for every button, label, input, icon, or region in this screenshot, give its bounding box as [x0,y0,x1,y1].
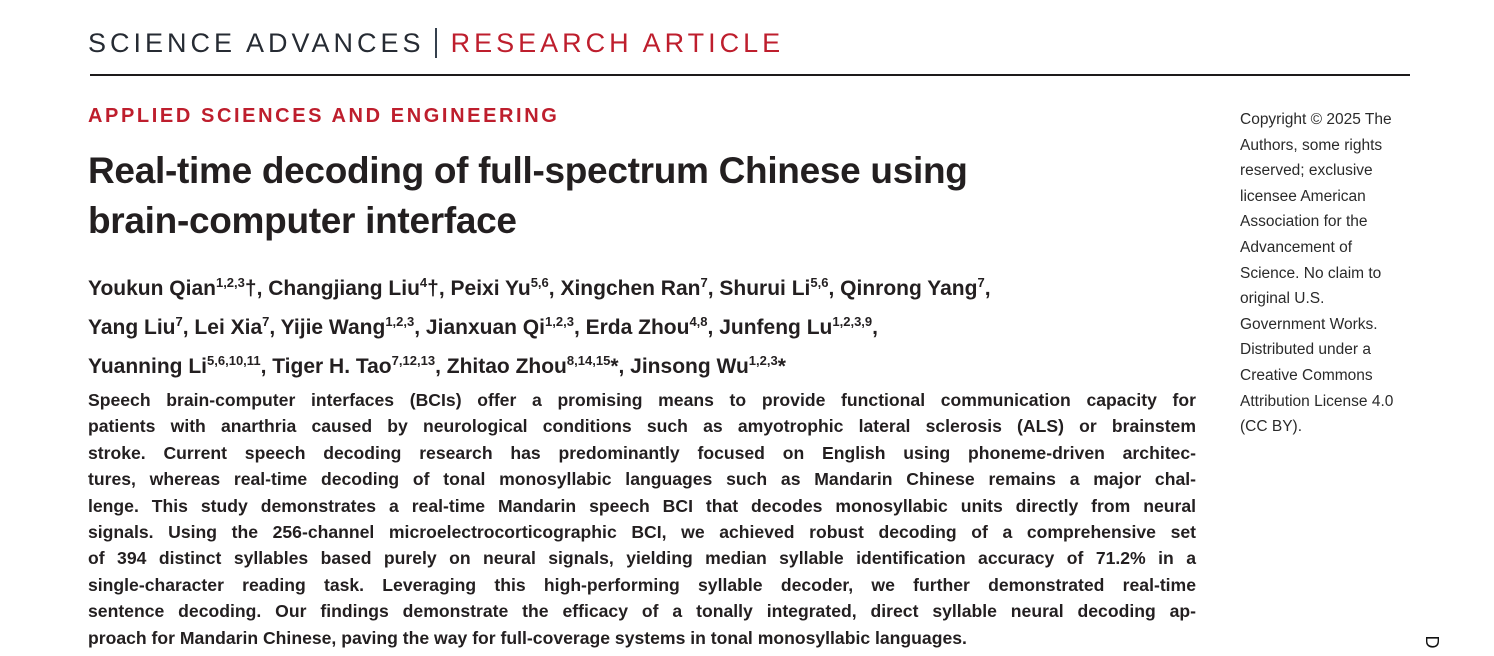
author-name-text: *, Jinsong Wu [610,355,749,378]
author-name-text: , Erda Zhou [573,316,690,339]
affiliation-superscript: 4,8 [689,314,708,329]
affiliation-superscript: 5,6 [530,275,549,290]
author-name-text: , Junfeng Lu [707,316,833,339]
affiliation-superscript: 8,14,15 [566,353,611,368]
affiliation-superscript: 1,2,3 [385,314,415,329]
affiliation-superscript: 5,6 [810,275,829,290]
affiliation-superscript: 1,2,3 [544,314,574,329]
author-name-text: , Xingchen Ran [548,277,701,300]
affiliation-superscript: 7 [977,275,985,290]
affiliation-superscript: 1,2,3 [215,275,245,290]
author-name-text: , [872,316,879,339]
author-line: Yuanning Li5,6,10,11, Tiger H. Tao7,12,1… [88,344,991,383]
copyright-line: original U.S. [1240,290,1325,308]
journal-masthead: SCIENCE ADVANCES RESEARCH ARTICLE [88,28,784,59]
masthead-divider [434,28,437,58]
author-name-text: , Zhitao Zhou [435,355,567,378]
section-label: APPLIED SCIENCES AND ENGINEERING [88,105,560,127]
author-name-text: , Shurui Li [707,277,811,300]
copyright-line: Attribution License 4.0 [1240,392,1394,410]
affiliation-superscript: 7 [700,275,708,290]
abstract-line: stroke. Current speech decoding research… [88,442,1196,463]
author-line: Yang Liu7, Lei Xia7, Yijie Wang1,2,3, Ji… [88,305,991,344]
author-name-text: Yang Liu [88,316,176,339]
author-name-text: Yuanning Li [88,355,207,378]
copyright-line: Science. No claim to [1240,264,1382,282]
header-rule [90,74,1410,76]
affiliation-superscript: 7,12,13 [391,353,436,368]
article-title-line-2: brain-computer interface [88,200,517,241]
affiliation-superscript: 7 [262,314,270,329]
copyright-line: Advancement of [1240,238,1353,256]
author-name-text: , Yijie Wang [269,316,386,339]
author-name-text: Youkun Qian [88,277,216,300]
author-name-text: †, Peixi Yu [427,277,531,300]
abstract: Speech brain-computer interfaces (BCIs) … [88,387,1196,651]
sideways-watermark-letter: D [1422,635,1442,649]
author-line: Youkun Qian1,2,3†, Changjiang Liu4†, Pei… [88,266,991,305]
article-title-line-1: Real-time decoding of full-spectrum Chin… [88,150,968,191]
copyright-line: (CC BY). [1240,418,1302,436]
author-name-text: †, Changjiang Liu [244,277,420,300]
copyright-line: Government Works. [1240,315,1378,333]
copyright-line: licensee American [1240,187,1366,205]
copyright-line: Creative Commons [1240,366,1373,384]
copyright-line: Copyright © 2025 The [1240,111,1392,128]
copyright-line: Distributed under a [1240,341,1371,359]
copyright-line: reserved; exclusive [1240,162,1373,180]
copyright-notice: Copyright © 2025 The Authors, some rights… [1240,107,1420,440]
abstract-line: lenge. This study demonstrates a real-ti… [88,495,1196,516]
affiliation-superscript: 4 [419,275,428,290]
journal-name: SCIENCE ADVANCES [88,28,425,58]
abstract-line: sentence decoding. Our findings demonstr… [88,601,1196,622]
author-name-text: * [777,355,786,378]
affiliation-superscript: 1,2,3 [748,353,778,368]
author-name-text: , [984,277,991,300]
abstract-line: single-character reading task. Leveragin… [88,574,1196,595]
abstract-line: of 394 distinct syllables based purely o… [88,548,1196,569]
abstract-line: signals. Using the 256-channel microelec… [88,522,1196,543]
author-list: Youkun Qian1,2,3†, Changjiang Liu4†, Pei… [88,266,991,383]
author-name-text: , Tiger H. Tao [260,355,392,378]
author-name-text: , Jianxuan Qi [414,316,545,339]
article-type-label: RESEARCH ARTICLE [450,28,785,58]
abstract-line: Speech brain-computer interfaces (BCIs) … [88,390,1196,410]
author-name-text: , Qinrong Yang [828,277,978,300]
abstract-line: patients with anarthria caused by neurol… [88,416,1196,437]
affiliation-superscript: 5,6,10,11 [207,353,261,368]
abstract-line: proach for Mandarin Chinese, paving the … [88,627,967,648]
abstract-line: tures, whereas real-time decoding of ton… [88,469,1196,490]
affiliation-superscript: 1,2,3,9 [832,314,873,329]
affiliation-superscript: 7 [175,314,183,329]
copyright-line: Association for the [1240,213,1368,231]
article-title: Real-time decoding of full-spectrum Chin… [88,146,968,246]
copyright-line: Authors, some rights [1240,136,1383,154]
author-name-text: , Lei Xia [182,316,263,339]
